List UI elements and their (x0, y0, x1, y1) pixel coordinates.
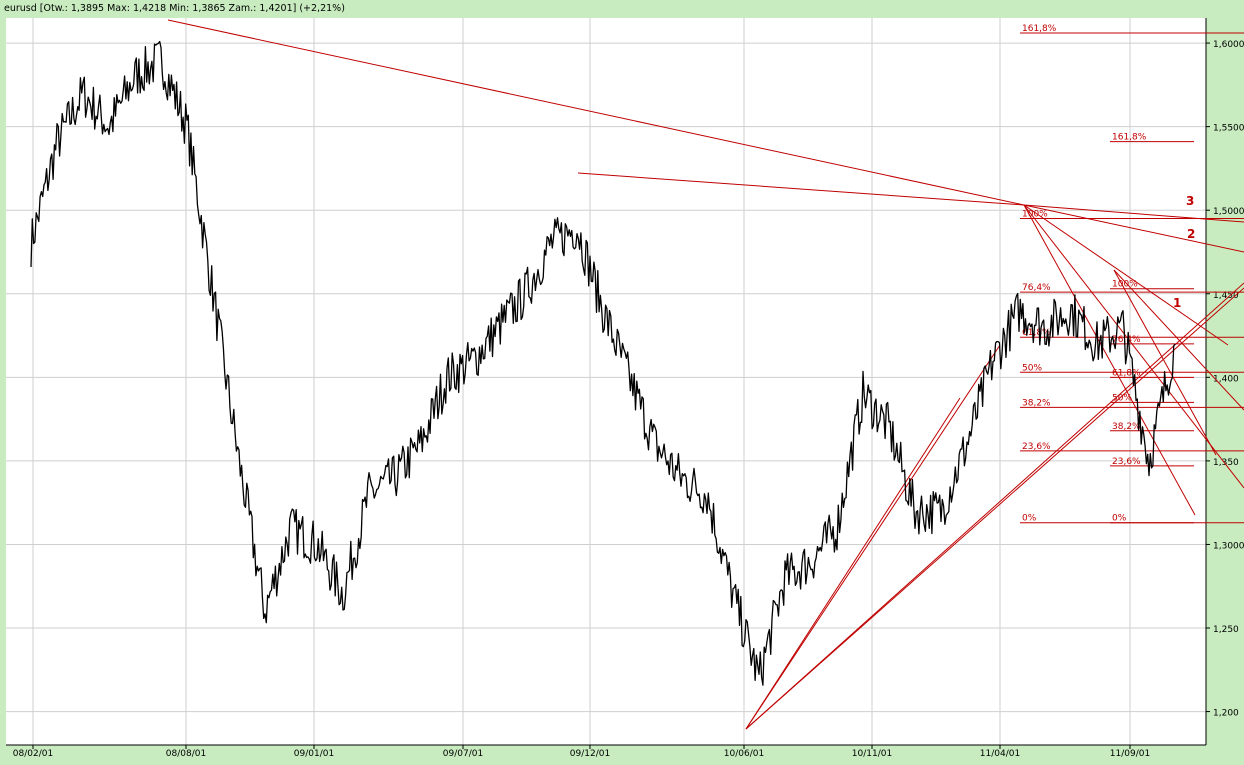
y-tick-label: 1,450 (1213, 291, 1239, 301)
x-tick-label: 09/01/01 (294, 749, 334, 759)
x-tick-label: 10/06/01 (724, 749, 764, 759)
fib-level-label: 50% (1022, 363, 1042, 373)
fib-level-label: 100% (1112, 280, 1138, 290)
trend-line (1023, 204, 1244, 223)
y-tick-label: 1,5000 (1213, 207, 1244, 217)
fib-level-label: 38,2% (1112, 422, 1141, 432)
y-tick-label: 1,350 (1213, 458, 1239, 468)
trend-line (577, 172, 1025, 206)
trend-line (1113, 269, 1244, 411)
y-axis: 1,200 1,250 1,3000 1,350 1,400 1,450 1,5000 1,5… (1205, 18, 1244, 745)
fan-label-layer: 3 2 1 (1173, 194, 1195, 310)
fib-level-label: 0% (1112, 514, 1127, 524)
x-tick-label: 09/07/01 (443, 749, 483, 759)
y-tick-label: 1,5500 (1213, 124, 1244, 134)
trend-line (1023, 204, 1244, 253)
fib-level-label: 61,8% (1022, 328, 1051, 338)
fan-label: 1 (1173, 296, 1181, 310)
trend-line (1023, 204, 1196, 516)
y-tick-label: 1,200 (1213, 709, 1239, 719)
price-series-line (30, 40, 1176, 686)
fib-level-label: 76,4% (1112, 335, 1141, 345)
fib-level-label: 76,4% (1022, 283, 1051, 293)
fib-level-label: 23,6% (1112, 457, 1141, 467)
fan-label: 2 (1187, 227, 1195, 241)
fib-level-label: 38,2% (1022, 398, 1051, 408)
fan-label: 3 (1186, 194, 1194, 208)
fib-level-label: 50% (1112, 393, 1132, 403)
chart-header: eurusd [Otw.: 1,3895 Max: 1,4218 Min: 1,… (4, 3, 345, 14)
fib-level-label: 161,8% (1112, 133, 1147, 143)
trend-line (745, 397, 961, 730)
plot-background (6, 18, 1206, 745)
trendline-layer (167, 19, 1244, 730)
trend-line (745, 287, 1244, 730)
trend-line (1023, 204, 1244, 489)
fib-level-label: 0% (1022, 514, 1037, 524)
trend-line (167, 19, 1025, 206)
trend-line (745, 282, 1244, 730)
price-layer (30, 40, 1176, 686)
fib-level-label: 161,8% (1022, 24, 1057, 34)
fib-level-label: 61,8% (1112, 368, 1141, 378)
x-tick-label: 08/02/01 (13, 749, 53, 759)
fib-level-label: 23,6% (1022, 442, 1051, 452)
x-tick-label: 10/11/01 (852, 749, 892, 759)
x-tick-label: 11/04/01 (980, 749, 1020, 759)
trend-line (745, 344, 1001, 730)
trend-line (1023, 204, 1229, 346)
trend-line (1113, 269, 1217, 456)
fibonacci-layer: 161,8%100%76,4%61,8%50%38,2%23,6%0%161,8… (1020, 24, 1244, 524)
x-tick-label: 11/09/01 (1110, 749, 1150, 759)
y-tick-label: 1,250 (1213, 625, 1239, 635)
x-axis: 08/02/01 08/08/01 09/01/01 09/07/01 09/12/01… (6, 744, 1206, 759)
y-tick-label: 1,3000 (1213, 541, 1244, 551)
y-tick-label: 1,6000 (1213, 40, 1244, 50)
x-tick-label: 08/08/01 (166, 749, 206, 759)
x-tick-label: 09/12/01 (570, 749, 610, 759)
y-tick-label: 1,400 (1213, 374, 1239, 384)
grid-layer (6, 18, 1206, 745)
fib-level-label: 100% (1022, 210, 1048, 220)
